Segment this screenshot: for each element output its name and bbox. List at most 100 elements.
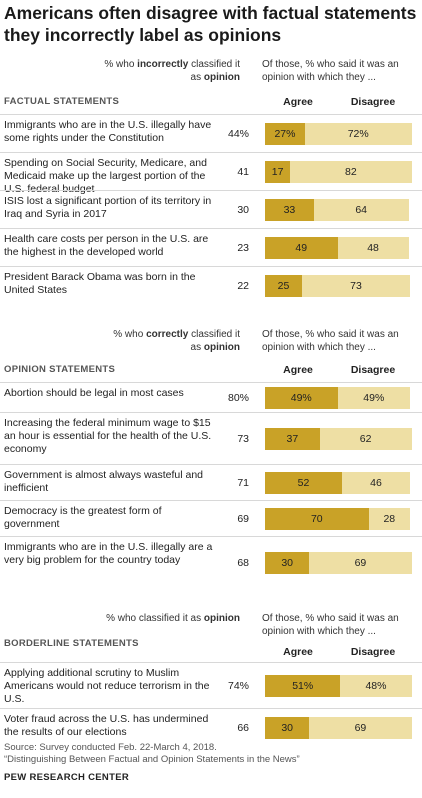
footer: Source: Survey conducted Feb. 22-March 4… [4, 742, 300, 766]
classified-percent-label: 66 [237, 722, 249, 734]
report-note: “Distinguishing Between Factual and Opin… [4, 754, 300, 765]
agree-value-label: 52 [297, 477, 310, 489]
statement-label: Democracy is the greatest form of govern… [4, 505, 162, 530]
agree-bar: 70 [265, 508, 369, 530]
stacked-bar: 49% 49% [265, 387, 413, 409]
agree-bar: 30 [265, 552, 310, 574]
agree-value-label: 33 [283, 204, 296, 216]
left-header-bold: incorrectly [137, 59, 189, 70]
left-header-text: classified it as [188, 329, 240, 353]
stacked-bar: 30 69 [265, 552, 413, 574]
statement-label: Immigrants who are in the U.S. illegally… [4, 541, 213, 566]
statement-label: President Barack Obama was born in the U… [4, 271, 196, 296]
disagree-value-label: 82 [344, 166, 357, 178]
disagree-value-label: 62 [359, 433, 372, 445]
agree-value-label: 27% [274, 128, 296, 140]
right-header: Of those, % who said it was an opinion w… [262, 329, 399, 353]
disagree-value-label: 73 [350, 280, 362, 292]
disagree-bar: 49% [337, 387, 411, 409]
statement-label: Applying additional scrutiny to Muslim A… [4, 667, 210, 705]
table-row: Increasing the federal minimum wage to $… [0, 412, 422, 465]
stacked-bar: 17 82 [265, 161, 413, 183]
left-header-text: % who [113, 329, 147, 340]
disagree-column-header: Disagree [350, 96, 396, 108]
right-header: Of those, % who said it was an opinion w… [262, 613, 399, 637]
agree-value-label: 30 [281, 557, 294, 569]
disagree-bar: 62 [319, 428, 412, 450]
agree-bar: 25 [265, 275, 302, 297]
left-header: % who incorrectly classified it as opini… [100, 58, 240, 84]
stacked-bar: 33 64 [265, 199, 413, 221]
stacked-bar: 25 73 [265, 275, 413, 297]
disagree-bar: 46 [341, 472, 411, 494]
agree-bar: 37 [265, 428, 320, 450]
left-header-text: % who classified it as [106, 613, 204, 624]
table-row: Health care costs per person in the U.S.… [0, 228, 422, 267]
left-header-bold: opinion [203, 72, 240, 83]
agree-value-label: 30 [281, 722, 294, 734]
disagree-bar: 48% [340, 675, 412, 697]
agree-value-label: 70 [310, 513, 323, 525]
classified-percent-label: 71 [237, 477, 249, 489]
disagree-bar: 72% [304, 123, 412, 145]
classified-percent-label: 23 [237, 242, 249, 254]
disagree-value-label: 49% [363, 392, 385, 404]
left-header-bold: opinion [203, 613, 240, 624]
table-row: Immigrants who are in the U.S. illegally… [0, 114, 422, 153]
disagree-value-label: 46 [370, 477, 382, 489]
left-header-text: classified it as [188, 59, 240, 83]
section-label: BORDERLINE STATEMENTS [4, 638, 139, 649]
classified-percent-label: 30 [237, 204, 249, 216]
agree-value-label: 51% [292, 680, 314, 692]
agree-bar: 49 [265, 237, 338, 259]
table-row: Government is almost always wasteful and… [0, 464, 422, 501]
stacked-bar: 37 62 [265, 428, 413, 450]
table-row: Abortion should be legal in most cases 80… [0, 382, 422, 413]
agree-value-label: 37 [286, 433, 299, 445]
agree-column-header: Agree [283, 96, 313, 108]
agree-column-header: Agree [283, 364, 313, 376]
disagree-value-label: 48 [367, 242, 379, 254]
left-header-bold: correctly [146, 329, 189, 340]
agree-bar: 30 [265, 717, 310, 739]
left-header: % who classified it as opinion [100, 612, 240, 625]
disagree-value-label: 28 [383, 513, 396, 525]
statement-label: Spending on Social Security, Medicare, a… [4, 157, 207, 195]
statement-label: ISIS lost a significant portion of its t… [4, 195, 212, 220]
table-row: Democracy is the greatest form of govern… [0, 500, 422, 537]
table-row: Spending on Social Security, Medicare, a… [0, 152, 422, 195]
section-label: OPINION STATEMENTS [4, 364, 116, 375]
stacked-bar: 70 28 [265, 508, 413, 530]
statement-label: Immigrants who are in the U.S. illegally… [4, 119, 212, 144]
stacked-bar: 27% 72% [265, 123, 413, 145]
stacked-bar: 51% 48% [265, 675, 413, 697]
stacked-bar: 49 48 [265, 237, 413, 259]
classified-percent-label: 73 [237, 433, 249, 445]
agree-bar: 17 [265, 161, 291, 183]
disagree-value-label: 72% [347, 128, 369, 140]
table-row: ISIS lost a significant portion of its t… [0, 190, 422, 229]
disagree-value-label: 69 [354, 557, 367, 569]
classified-percent-label: 44% [227, 128, 249, 140]
disagree-bar: 64 [313, 199, 409, 221]
statement-label: Abortion should be legal in most cases [4, 387, 184, 399]
disagree-bar: 48 [337, 237, 409, 259]
classified-percent-label: 41 [237, 166, 249, 178]
agree-bar: 52 [265, 472, 342, 494]
disagree-column-header: Disagree [350, 364, 396, 376]
disagree-value-label: 64 [355, 204, 368, 216]
agree-value-label: 49 [295, 242, 308, 254]
section-label: FACTUAL STATEMENTS [4, 96, 120, 107]
table-row: Immigrants who are in the U.S. illegally… [0, 536, 422, 589]
left-header: % who correctly classified it as opinion [100, 328, 240, 354]
agree-value-label: 25 [277, 280, 290, 292]
right-header: Of those, % who said it was an opinion w… [262, 59, 399, 83]
disagree-value-label: 48% [365, 680, 387, 692]
stacked-bar: 52 46 [265, 472, 413, 494]
agree-bar: 33 [265, 199, 314, 221]
table-row: Voter fraud across the U.S. has undermin… [0, 708, 422, 747]
stacked-bar: 30 69 [265, 717, 413, 739]
disagree-bar: 82 [290, 161, 412, 183]
statement-label: Increasing the federal minimum wage to $… [4, 417, 212, 455]
left-header-bold: opinion [203, 342, 240, 353]
